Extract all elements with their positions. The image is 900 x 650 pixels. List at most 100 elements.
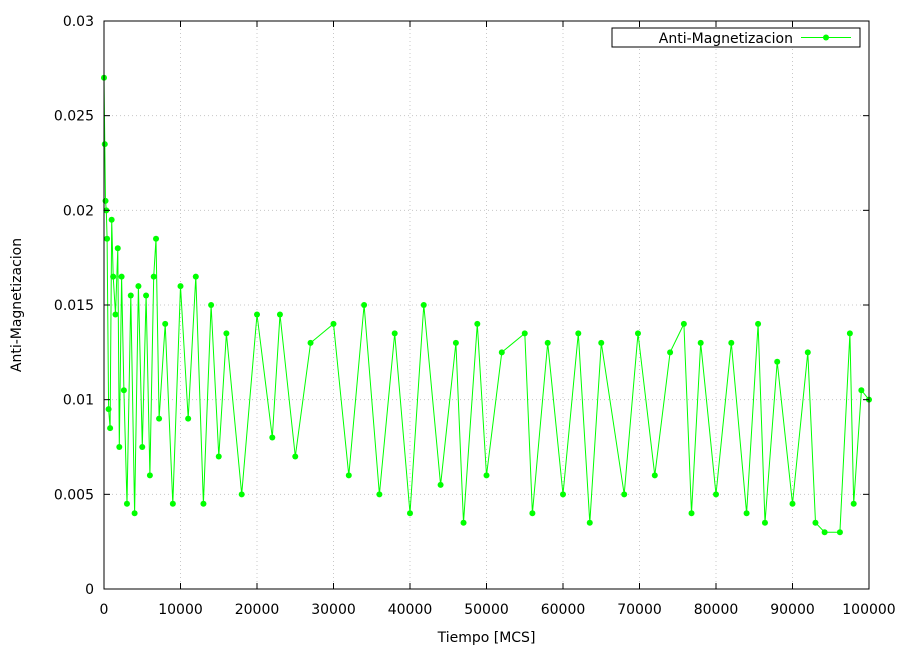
legend-box <box>611 27 861 48</box>
data-point <box>804 349 811 356</box>
data-point <box>108 216 115 223</box>
data-point <box>560 491 566 498</box>
data-point <box>200 500 207 507</box>
x-tick-label-2: 20000 <box>235 602 280 618</box>
data-point <box>107 425 114 432</box>
y-axis: 0 0.005 0.01 0.015 0.02 0.025 0.03 <box>54 14 869 598</box>
data-point <box>156 415 163 422</box>
data-point <box>667 349 674 356</box>
x-axis-title: Tiempo [MCS] <box>437 630 536 646</box>
data-point <box>118 273 125 280</box>
data-point <box>697 339 704 346</box>
data-point <box>112 311 119 318</box>
data-point <box>529 510 536 517</box>
data-point <box>407 510 413 517</box>
data-point <box>116 444 123 450</box>
x-tick-label-0: 0 <box>100 602 109 618</box>
data-point <box>437 481 444 488</box>
y-tick-label-6: 0.03 <box>63 14 94 30</box>
data-point <box>135 283 142 290</box>
x-tick-label-6: 60000 <box>541 602 586 618</box>
data-point <box>621 491 628 498</box>
x-tick-label-7: 70000 <box>617 602 662 618</box>
data-point <box>330 320 337 327</box>
series-layer <box>101 74 872 536</box>
legend: Anti-Magnetizacion <box>611 27 861 48</box>
data-point <box>651 472 658 479</box>
data-point <box>634 330 641 337</box>
data-point <box>169 500 176 507</box>
data-point <box>755 320 762 327</box>
data-point <box>575 330 582 337</box>
data-point <box>420 302 427 308</box>
x-tick-label-3: 30000 <box>311 602 356 618</box>
data-point <box>276 311 283 318</box>
data-point <box>521 330 528 337</box>
data-point <box>292 453 299 460</box>
data-point <box>761 519 768 526</box>
x-tick-label-1: 10000 <box>158 602 203 618</box>
y-tick-label-5: 0.025 <box>54 109 94 125</box>
x-tick-label-5: 50000 <box>464 602 509 618</box>
legend-label: Anti-Magnetizacion <box>659 31 793 47</box>
data-point <box>846 330 853 337</box>
grid <box>104 21 869 589</box>
data-point <box>483 472 490 479</box>
data-point <box>774 358 781 365</box>
data-point <box>821 529 828 536</box>
y-tick-label-4: 0.02 <box>63 203 94 219</box>
x-tick-label-4: 40000 <box>388 602 433 618</box>
data-point <box>143 292 150 299</box>
data-point <box>120 387 127 394</box>
data-point <box>544 339 551 346</box>
data-point <box>850 500 857 507</box>
data-point <box>223 330 230 337</box>
x-axis: 0 10000 20000 30000 40000 50000 60000 70000 8000… <box>100 21 896 618</box>
data-point <box>586 519 593 526</box>
data-point <box>812 519 819 526</box>
data-point <box>452 339 459 346</box>
y-tick-label-1: 0.005 <box>54 487 94 503</box>
data-point <box>680 320 687 327</box>
data-point <box>474 320 481 327</box>
data-point <box>127 292 134 299</box>
data-point <box>254 311 260 318</box>
data-point <box>131 510 138 517</box>
data-point <box>789 500 796 507</box>
data-point <box>185 415 192 422</box>
data-point <box>713 491 719 498</box>
data-point <box>150 273 157 280</box>
data-point <box>598 339 605 346</box>
data-point <box>110 273 117 280</box>
x-tick-label-10: 100000 <box>842 602 895 618</box>
data-point <box>345 472 352 479</box>
data-point <box>743 510 750 517</box>
data-point <box>162 320 169 327</box>
data-point <box>139 444 146 450</box>
data-point <box>391 330 398 337</box>
data-point <box>123 500 130 507</box>
y-tick-label-2: 0.01 <box>63 393 94 409</box>
data-point <box>192 273 199 280</box>
data-point <box>376 491 383 498</box>
data-point <box>361 302 368 308</box>
x-tick-label-8: 80000 <box>694 602 739 618</box>
data-point <box>104 235 111 242</box>
data-point <box>238 491 245 498</box>
data-point <box>307 339 314 346</box>
data-point <box>728 339 735 346</box>
data-point <box>153 235 160 242</box>
data-point <box>688 510 695 517</box>
data-point <box>269 434 276 441</box>
data-point <box>208 302 215 308</box>
y-tick-label-0: 0 <box>85 582 94 598</box>
y-tick-label-3: 0.015 <box>54 298 94 314</box>
legend-marker <box>823 34 829 41</box>
data-point <box>460 519 467 526</box>
data-point <box>215 453 222 460</box>
data-point <box>498 349 505 356</box>
y-axis-title: Anti-Magnetizacion <box>9 238 25 372</box>
data-point <box>101 141 108 148</box>
data-point <box>858 387 865 394</box>
data-point <box>114 245 121 252</box>
